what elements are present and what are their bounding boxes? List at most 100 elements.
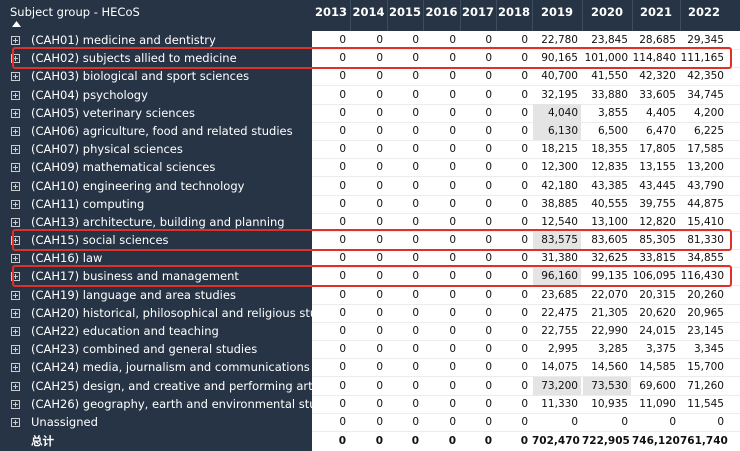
value-cell: 0 xyxy=(521,106,528,119)
value-cell: 40,700 xyxy=(541,70,578,83)
value-cell: 11,330 xyxy=(541,397,578,410)
value-cell: 22,755 xyxy=(541,325,578,338)
value-cell: 0 xyxy=(521,52,528,65)
year-header[interactable]: 2017 xyxy=(461,5,494,19)
value-cell: 23,845 xyxy=(591,34,628,46)
expand-button[interactable] xyxy=(11,345,20,355)
expand-button[interactable] xyxy=(11,236,20,246)
value-cell: 18,215 xyxy=(541,143,578,156)
value-cell: 85,305 xyxy=(639,234,676,247)
year-header[interactable]: 2022 xyxy=(687,5,720,19)
total-cell: 0 xyxy=(338,435,346,448)
value-cell: 0 xyxy=(376,234,383,247)
row-label: (CAH03) biological and sport sciences xyxy=(31,69,250,84)
value-cell: 14,560 xyxy=(591,361,628,374)
value-cell: 0 xyxy=(339,215,346,228)
sort-icon[interactable] xyxy=(12,21,21,27)
value-cell: 12,820 xyxy=(639,215,676,228)
value-cell: 0 xyxy=(376,161,383,174)
value-cell: 28,685 xyxy=(639,34,676,46)
total-label: 总计 xyxy=(31,434,54,449)
value-cell: 17,585 xyxy=(687,143,724,156)
row-label: (CAH15) social sciences xyxy=(31,233,169,248)
expand-button[interactable] xyxy=(11,54,20,64)
value-cell: 0 xyxy=(412,70,419,83)
year-header[interactable]: 2014 xyxy=(352,5,385,19)
value-cell: 0 xyxy=(376,415,383,428)
value-cell: 101,000 xyxy=(584,52,628,65)
value-cell: 0 xyxy=(521,215,528,228)
header-divider xyxy=(680,0,681,31)
value-cell: 0 xyxy=(412,179,419,192)
expand-button[interactable] xyxy=(11,417,20,427)
value-cell: 0 xyxy=(339,161,346,174)
expand-button[interactable] xyxy=(11,272,20,282)
expand-button[interactable] xyxy=(11,290,20,300)
header-divider xyxy=(632,0,633,31)
value-cell: 17,805 xyxy=(639,143,676,156)
value-cell: 2,995 xyxy=(547,343,578,356)
expand-button[interactable] xyxy=(11,217,20,227)
header-title[interactable]: Subject group - HECoS xyxy=(10,5,140,19)
value-cell: 90,165 xyxy=(541,52,578,65)
year-header[interactable]: 2020 xyxy=(590,5,623,19)
row-label: (CAH13) architecture, building and plann… xyxy=(31,214,285,229)
value-cell: 3,345 xyxy=(693,343,724,356)
year-header[interactable]: 2013 xyxy=(314,5,347,19)
value-cell: 0 xyxy=(571,415,578,428)
value-cell: 0 xyxy=(412,124,419,137)
expand-button[interactable] xyxy=(11,254,20,264)
expand-button[interactable] xyxy=(11,108,20,118)
value-cell: 0 xyxy=(412,325,419,338)
expand-button[interactable] xyxy=(11,163,20,173)
total-cell: 0 xyxy=(375,435,383,448)
year-header[interactable]: 2019 xyxy=(540,5,573,19)
expand-button[interactable] xyxy=(11,327,20,337)
expand-button[interactable] xyxy=(11,308,20,318)
value-cell: 15,410 xyxy=(687,215,724,228)
value-cell: 0 xyxy=(376,325,383,338)
value-cell: 0 xyxy=(339,379,346,392)
value-cell: 0 xyxy=(339,88,346,101)
value-cell: 0 xyxy=(339,343,346,356)
value-cell: 0 xyxy=(412,270,419,283)
label-column-bg xyxy=(0,0,312,451)
value-cell: 0 xyxy=(521,234,528,247)
expand-button[interactable] xyxy=(11,199,20,209)
expand-button[interactable] xyxy=(11,72,20,82)
cell-highlight xyxy=(533,121,581,140)
expand-button[interactable] xyxy=(11,181,20,191)
value-cell: 0 xyxy=(485,397,492,410)
value-cell: 0 xyxy=(521,397,528,410)
expand-button[interactable] xyxy=(11,145,20,155)
total-cell: 722,905 xyxy=(582,435,630,448)
row-label: (CAH23) combined and general studies xyxy=(31,342,258,357)
expand-button[interactable] xyxy=(11,399,20,409)
value-cell: 29,345 xyxy=(687,34,724,46)
value-cell: 0 xyxy=(412,397,419,410)
expand-button[interactable] xyxy=(11,36,20,45)
value-cell: 0 xyxy=(339,397,346,410)
value-cell: 43,445 xyxy=(639,179,676,192)
year-header[interactable]: 2016 xyxy=(425,5,458,19)
value-cell: 6,500 xyxy=(597,124,628,137)
total-cell: 0 xyxy=(520,435,528,448)
highlight-box xyxy=(12,265,732,288)
expand-button[interactable] xyxy=(11,363,20,373)
expand-button[interactable] xyxy=(11,381,20,391)
expand-button[interactable] xyxy=(11,126,20,136)
year-header[interactable]: 2018 xyxy=(497,5,530,19)
value-cell: 0 xyxy=(485,124,492,137)
value-cell: 0 xyxy=(449,288,456,301)
row-label: (CAH17) business and management xyxy=(31,269,239,284)
value-cell: 6,225 xyxy=(693,124,724,137)
value-cell: 106,095 xyxy=(632,270,676,283)
expand-button[interactable] xyxy=(11,90,20,100)
row-label: (CAH25) design, and creative and perform… xyxy=(31,378,319,393)
year-header[interactable]: 2015 xyxy=(388,5,421,19)
value-cell: 15,700 xyxy=(687,361,724,374)
value-cell: 23,685 xyxy=(541,288,578,301)
row-divider xyxy=(312,49,740,50)
value-cell: 0 xyxy=(485,34,492,46)
year-header[interactable]: 2021 xyxy=(639,5,672,19)
